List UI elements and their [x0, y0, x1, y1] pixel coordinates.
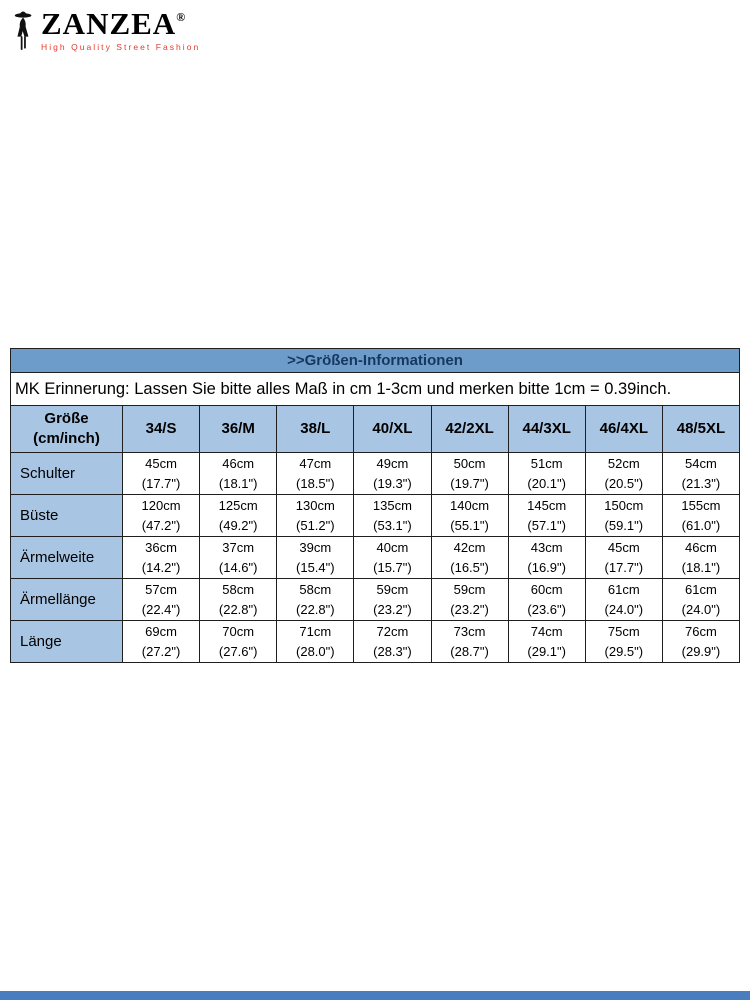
measurement-cell: 46cm (18.1") [199, 452, 278, 495]
measurement-cell: 59cm (23.2") [353, 578, 432, 621]
measurement-cell: 73cm (28.7") [430, 620, 509, 663]
measurement-cell: 50cm (19.7") [430, 452, 509, 495]
row-label-bueste: Büste [10, 494, 123, 537]
measurement-cell: 36cm (14.2") [121, 536, 201, 579]
measurement-cell: 140cm (55.1") [430, 494, 509, 537]
column-header-38l: 38/L [276, 405, 355, 453]
row-label-aermelweite: Ärmelweite [10, 536, 123, 579]
measurement-cell: 42cm (16.5") [430, 536, 509, 579]
column-header-48xl: 48/5XL [661, 405, 741, 453]
measurement-cell: 45cm (17.7") [584, 536, 663, 579]
column-header-40xl: 40/XL [353, 405, 432, 453]
measurement-cell: 58cm (22.8") [276, 578, 355, 621]
table-row-aermelweite: Ärmelweite 36cm (14.2") 37cm (14.6") 39c… [10, 536, 741, 579]
column-header-row: Größe (cm/inch) 34/S 36/M 38/L 40/XL 42/… [10, 405, 741, 453]
measurement-cell: 47cm (18.5") [276, 452, 355, 495]
size-chart-table: >>Größen-Informationen MK Erinnerung: La… [10, 348, 741, 663]
corner-header: Größe (cm/inch) [10, 405, 123, 453]
chart-title: >>Größen-Informationen [10, 348, 740, 373]
measurement-cell: 71cm (28.0") [276, 620, 355, 663]
measurement-cell: 120cm (47.2") [121, 494, 201, 537]
measurement-cell: 74cm (29.1") [507, 620, 586, 663]
measurement-cell: 60cm (23.6") [507, 578, 586, 621]
measurement-cell: 155cm (61.0") [661, 494, 741, 537]
measurement-cell: 58cm (22.8") [199, 578, 278, 621]
measurement-cell: 72cm (28.3") [353, 620, 432, 663]
column-header-42xl: 42/2XL [430, 405, 509, 453]
brand-text-block: ZANZEA® High Quality Street Fashion [41, 8, 200, 52]
measurement-cell: 43cm (16.9") [507, 536, 586, 579]
bottom-accent-bar [0, 991, 750, 1000]
column-header-34s: 34/S [121, 405, 201, 453]
measurement-cell: 61cm (24.0") [661, 578, 741, 621]
measurement-cell: 130cm (51.2") [276, 494, 355, 537]
measure-note: MK Erinnerung: Lassen Sie bitte alles Ma… [10, 372, 740, 406]
measurement-cell: 125cm (49.2") [199, 494, 278, 537]
measurement-cell: 150cm (59.1") [584, 494, 663, 537]
measurement-cell: 57cm (22.4") [121, 578, 201, 621]
measurement-cell: 51cm (20.1") [507, 452, 586, 495]
brand-name-line: ZANZEA® [41, 8, 200, 39]
row-label-laenge: Länge [10, 620, 123, 663]
measurement-cell: 52cm (20.5") [584, 452, 663, 495]
row-label-schulter: Schulter [10, 452, 123, 495]
measurement-cell: 145cm (57.1") [507, 494, 586, 537]
chart-title-row: >>Größen-Informationen [10, 348, 740, 373]
measurement-cell: 40cm (15.7") [353, 536, 432, 579]
table-row-laenge: Länge 69cm (27.2") 70cm (27.6") 71cm (28… [10, 620, 741, 663]
measurement-cell: 70cm (27.6") [199, 620, 278, 663]
measurement-cell: 54cm (21.3") [661, 452, 741, 495]
table-row-bueste: Büste 120cm (47.2") 125cm (49.2") 130cm … [10, 494, 741, 537]
measurement-cell: 61cm (24.0") [584, 578, 663, 621]
measurement-cell: 39cm (15.4") [276, 536, 355, 579]
brand-name: ZANZEA [41, 6, 177, 41]
woman-silhouette-icon [14, 11, 32, 50]
measurement-cell: 37cm (14.6") [199, 536, 278, 579]
measure-note-row: MK Erinnerung: Lassen Sie bitte alles Ma… [10, 372, 740, 406]
row-label-aermellaenge: Ärmellänge [10, 578, 123, 621]
column-header-36m: 36/M [199, 405, 278, 453]
measurement-cell: 75cm (29.5") [584, 620, 663, 663]
registered-mark: ® [176, 10, 186, 24]
brand-logo: ZANZEA® High Quality Street Fashion [12, 8, 200, 53]
measurement-cell: 49cm (19.3") [353, 452, 432, 495]
measurement-cell: 69cm (27.2") [121, 620, 201, 663]
column-header-44xl: 44/3XL [507, 405, 586, 453]
table-row-aermellaenge: Ärmellänge 57cm (22.4") 58cm (22.8") 58c… [10, 578, 741, 621]
measurement-cell: 59cm (23.2") [430, 578, 509, 621]
measurement-cell: 135cm (53.1") [353, 494, 432, 537]
brand-tagline: High Quality Street Fashion [41, 42, 201, 52]
measurement-cell: 45cm (17.7") [121, 452, 201, 495]
measurement-cell: 46cm (18.1") [661, 536, 741, 579]
measurement-cell: 76cm (29.9") [661, 620, 741, 663]
size-chart: >>Größen-Informationen MK Erinnerung: La… [10, 348, 741, 663]
column-header-46xl: 46/4XL [584, 405, 663, 453]
table-row-schulter: Schulter 45cm (17.7") 46cm (18.1") 47cm … [10, 452, 741, 495]
